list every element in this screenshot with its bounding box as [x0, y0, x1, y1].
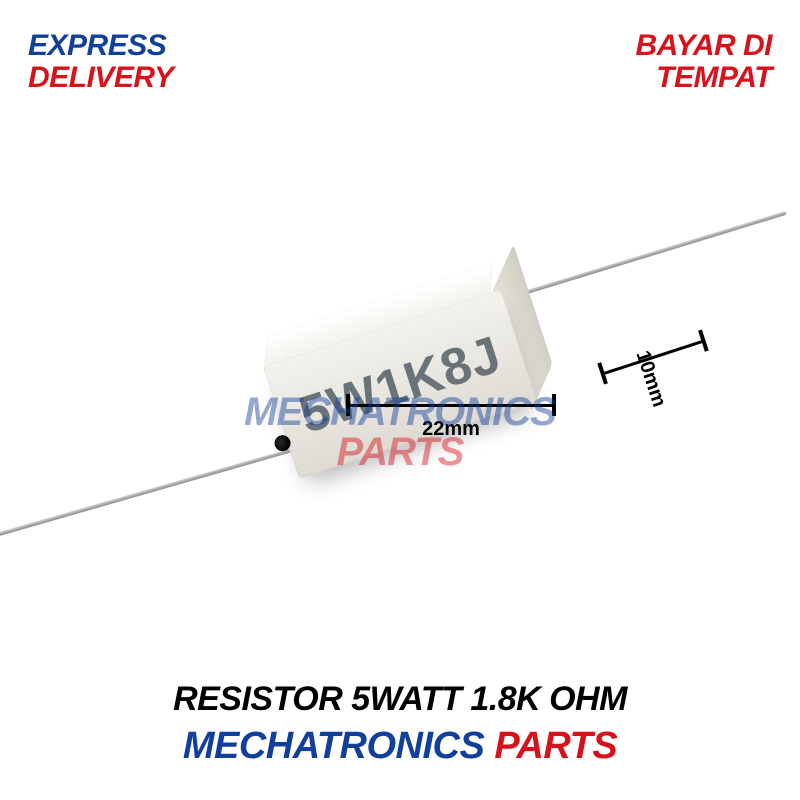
badge-cod-line1: BAYAR DI	[635, 30, 772, 62]
brand-title-b: PARTS	[494, 725, 617, 767]
dimension-width: 10mm	[598, 346, 708, 368]
dimension-length-label: 22mm	[422, 418, 480, 440]
brand-title-a: MECHATRONICS	[183, 725, 495, 767]
badge-cod-line2: TEMPAT	[635, 62, 772, 94]
resistor-body: 5W1K8J	[263, 289, 537, 478]
product-rotation-wrapper: 5W1K8J	[75, 168, 726, 601]
resistor-lead-left	[0, 449, 291, 569]
dimension-length: 22mm	[346, 394, 556, 441]
product-image: 5W1K8J 22mm 10mm	[100, 184, 700, 584]
badge-express-line2: DELIVERY	[28, 62, 174, 94]
badge-cod: BAYAR DI TEMPAT	[635, 30, 772, 93]
product-title-block: RESISTOR 5WATT 1.8K OHM MECHATRONICS PAR…	[0, 680, 800, 768]
product-title: RESISTOR 5WATT 1.8K OHM	[0, 680, 800, 719]
brand-title: MECHATRONICS PARTS	[0, 725, 800, 768]
resistor-lead-right	[518, 211, 787, 297]
badge-express-line1: EXPRESS	[28, 30, 174, 62]
badge-express-delivery: EXPRESS DELIVERY	[28, 30, 174, 93]
